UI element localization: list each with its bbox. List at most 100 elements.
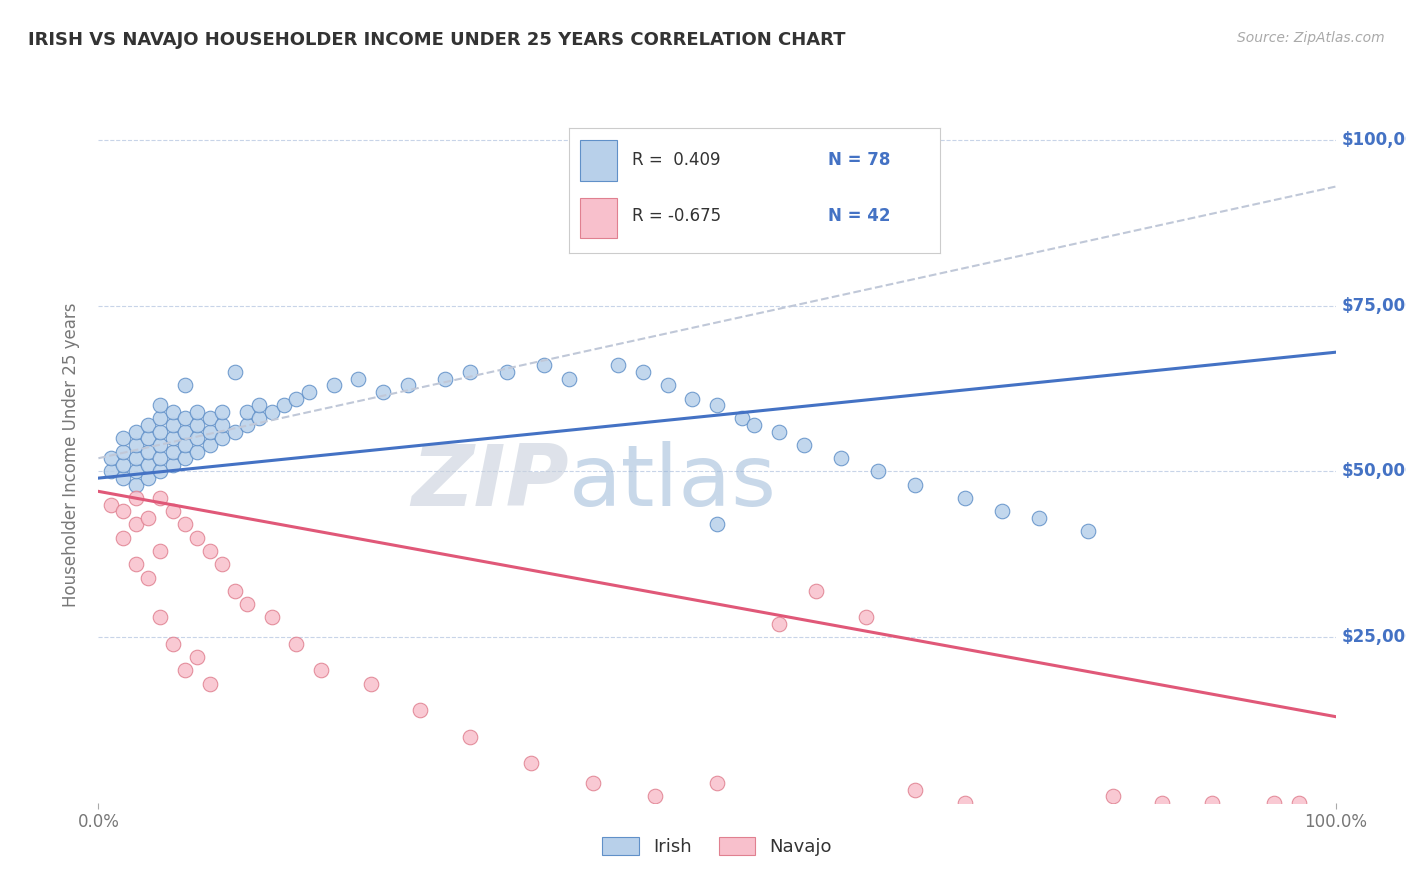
Point: [1152, 796, 1174, 810]
Point: [186, 431, 208, 445]
Text: $75,000: $75,000: [1341, 297, 1406, 315]
Text: atlas: atlas: [568, 442, 776, 524]
Point: [298, 384, 321, 399]
Point: [174, 378, 197, 392]
Point: [285, 392, 308, 406]
Point: [224, 365, 246, 379]
Point: [904, 477, 927, 491]
Point: [247, 411, 270, 425]
Point: [162, 504, 184, 518]
Point: [582, 776, 605, 790]
Point: [322, 378, 344, 392]
Point: [174, 517, 197, 532]
Point: [100, 465, 122, 479]
Point: [186, 650, 208, 665]
Point: [136, 418, 159, 433]
Point: [706, 517, 728, 532]
Text: N = 78: N = 78: [828, 151, 891, 169]
Point: [162, 637, 184, 651]
Point: [731, 411, 754, 425]
Point: [768, 616, 790, 631]
Point: [149, 398, 172, 412]
Point: [124, 425, 146, 439]
Point: [174, 438, 197, 452]
Point: [458, 730, 481, 744]
Point: [174, 663, 197, 677]
Point: [112, 444, 135, 458]
Point: [631, 365, 654, 379]
Point: [742, 418, 765, 433]
Point: [804, 583, 827, 598]
Point: [174, 451, 197, 466]
Point: [149, 438, 172, 452]
Point: [285, 637, 308, 651]
Point: [174, 411, 197, 425]
Point: [495, 365, 517, 379]
Point: [149, 451, 172, 466]
Point: [855, 610, 877, 624]
Text: R = -0.675: R = -0.675: [631, 207, 721, 225]
Point: [149, 610, 172, 624]
Point: [162, 431, 184, 445]
Point: [162, 444, 184, 458]
Point: [198, 425, 221, 439]
Point: [644, 789, 666, 804]
Point: [371, 384, 394, 399]
Point: [149, 491, 172, 505]
Point: [224, 425, 246, 439]
Point: [124, 451, 146, 466]
Point: [124, 465, 146, 479]
Point: [211, 431, 233, 445]
Point: [260, 405, 283, 419]
Point: [458, 365, 481, 379]
Point: [198, 544, 221, 558]
FancyBboxPatch shape: [579, 140, 617, 180]
Point: [162, 418, 184, 433]
Point: [866, 465, 889, 479]
Point: [149, 425, 172, 439]
Point: [211, 405, 233, 419]
Point: [1263, 796, 1285, 810]
Point: [186, 405, 208, 419]
Point: [112, 531, 135, 545]
Point: [706, 776, 728, 790]
Point: [186, 444, 208, 458]
Point: [124, 438, 146, 452]
Point: [990, 504, 1012, 518]
Point: [360, 676, 382, 690]
Point: [100, 451, 122, 466]
Point: [953, 796, 976, 810]
Point: [198, 676, 221, 690]
Point: [236, 405, 259, 419]
Legend: Irish, Navajo: Irish, Navajo: [595, 830, 839, 863]
Point: [186, 531, 208, 545]
Point: [124, 558, 146, 572]
Point: [793, 438, 815, 452]
Point: [309, 663, 332, 677]
Point: [557, 372, 579, 386]
Point: [198, 411, 221, 425]
Point: [211, 558, 233, 572]
Point: [607, 359, 630, 373]
Point: [1102, 789, 1125, 804]
Point: [149, 411, 172, 425]
Point: [136, 458, 159, 472]
Point: [124, 517, 146, 532]
Point: [1028, 511, 1050, 525]
Text: Source: ZipAtlas.com: Source: ZipAtlas.com: [1237, 31, 1385, 45]
Point: [1201, 796, 1223, 810]
Point: [520, 756, 543, 770]
Point: [162, 458, 184, 472]
Point: [953, 491, 976, 505]
Point: [174, 425, 197, 439]
Point: [657, 378, 679, 392]
Point: [186, 418, 208, 433]
Point: [211, 418, 233, 433]
Y-axis label: Householder Income Under 25 years: Householder Income Under 25 years: [62, 302, 80, 607]
Text: $50,000: $50,000: [1341, 462, 1406, 481]
Point: [706, 398, 728, 412]
Text: ZIP: ZIP: [411, 442, 568, 524]
Point: [830, 451, 852, 466]
Text: IRISH VS NAVAJO HOUSEHOLDER INCOME UNDER 25 YEARS CORRELATION CHART: IRISH VS NAVAJO HOUSEHOLDER INCOME UNDER…: [28, 31, 845, 49]
Point: [533, 359, 555, 373]
